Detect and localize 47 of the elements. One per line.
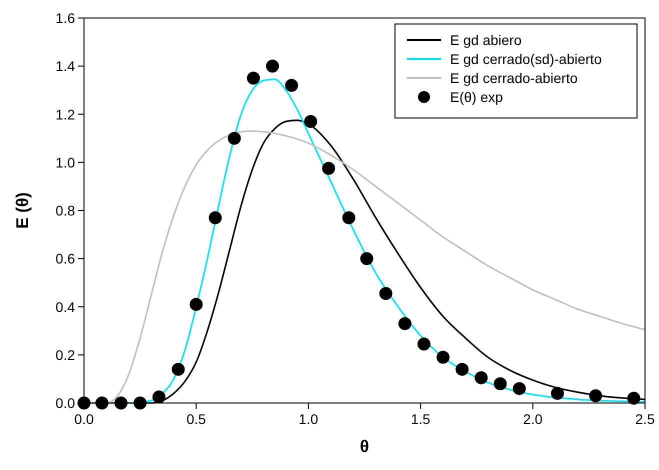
x-tick-label: 0.5 [186,411,206,427]
x-tick-label: 2.5 [635,411,655,427]
y-axis-title: E (θ) [13,192,32,229]
point [550,386,564,400]
point [589,389,602,402]
x-tick-label: 1.0 [298,411,318,427]
point [172,362,185,376]
point [190,298,203,311]
point [494,377,507,390]
point [246,72,260,85]
point [398,317,412,330]
point [512,382,526,396]
legend-label: E gd abiero [450,32,522,48]
point [228,132,241,145]
point [304,114,318,128]
point [456,362,469,376]
legend-label: E(θ) exp [450,89,504,105]
point [436,350,450,364]
x-tick-label: 1.5 [410,411,431,427]
point [379,287,392,300]
x-tick-label: 0.0 [74,411,94,427]
point [627,392,640,405]
point [134,396,147,410]
y-tick-label: 0.6 [56,250,76,267]
y-tick-label: 1.6 [56,10,76,26]
y-tick-label: 0.2 [56,346,76,363]
point [417,338,430,351]
point [342,211,356,224]
point [285,78,298,92]
y-tick-label: 1.0 [56,154,76,170]
point [322,162,336,175]
point [114,396,128,410]
legend-label: E gd cerrado-abierto [450,70,578,86]
y-tick-label: 1.2 [56,106,76,122]
legend-label: E gd cerrado(sd)-abierto [450,51,602,67]
y-tick-label: 0.4 [56,298,76,315]
point [474,371,488,384]
x-axis-title: θ [360,437,370,456]
y-tick-label: 0.0 [56,395,76,411]
point [360,252,374,266]
x-tick-label: 2.0 [523,411,543,427]
point [95,396,108,410]
point [152,390,166,404]
point [208,211,222,224]
point [266,60,279,73]
y-tick-label: 0.8 [56,202,76,218]
y-tick-label: 1.4 [56,58,76,74]
